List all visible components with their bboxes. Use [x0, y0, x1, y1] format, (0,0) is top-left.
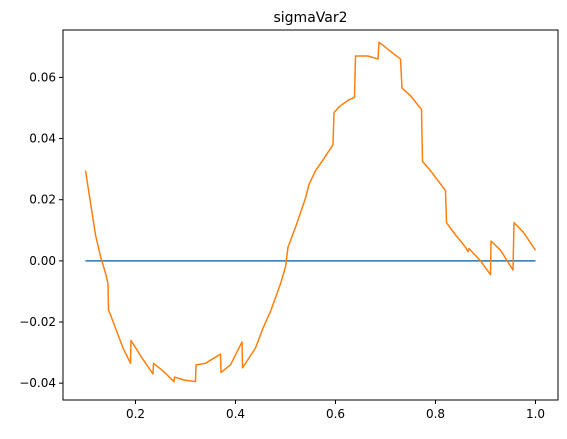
- chart-title: sigmaVar2: [273, 10, 347, 26]
- x-tick-label: 0.2: [126, 407, 145, 421]
- x-tick-label: 0.8: [426, 407, 445, 421]
- x-tick-label: 1.0: [526, 407, 545, 421]
- x-tick-label: 0.6: [326, 407, 345, 421]
- y-tick-label: −0.02: [19, 315, 56, 329]
- series-line-2: [84, 41, 537, 383]
- x-tick-label: 0.4: [226, 407, 245, 421]
- series-group: [84, 41, 537, 383]
- y-tick-label: −0.04: [19, 376, 56, 390]
- y-tick-label: 0.00: [29, 254, 56, 268]
- plot-frame: [62, 29, 559, 401]
- y-tick-label: 0.04: [29, 132, 56, 146]
- y-tick-label: 0.02: [29, 193, 56, 207]
- x-axis: 0.2 0.4 0.6 0.8 1.0: [126, 400, 545, 421]
- y-axis: −0.04 −0.02 0.00 0.02 0.04 0.06: [19, 70, 63, 390]
- y-tick-label: 0.06: [29, 70, 56, 84]
